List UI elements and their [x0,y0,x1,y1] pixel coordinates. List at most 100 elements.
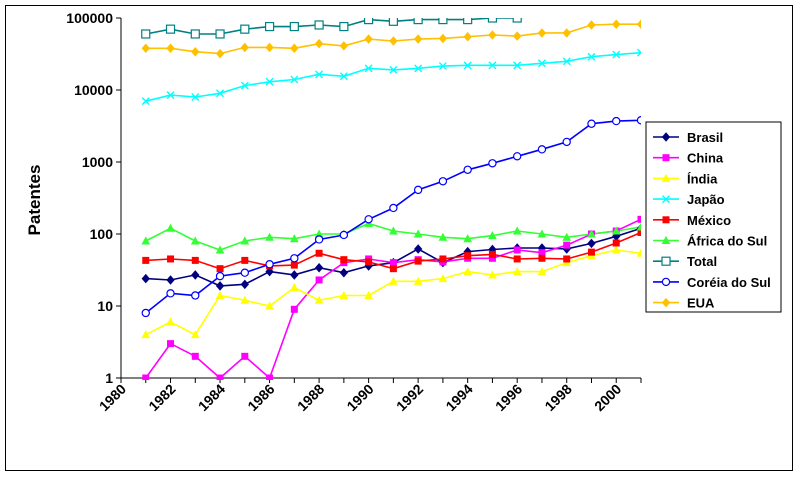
legend-marker-china [662,154,670,162]
legend-label-brasil: Brasil [687,130,723,145]
data-point-coreia-do-sul [512,152,522,161]
data-point-africa-do-sul [141,236,151,245]
data-point-mexico [167,255,175,263]
data-point-coreia-do-sul [265,260,274,269]
data-point-africa-do-sul [636,222,641,231]
data-point-india [364,290,373,299]
x-tick-label: 1994 [442,381,475,414]
legend-label-eua: EUA [687,296,715,311]
data-point-eua [562,28,571,38]
data-point-mexico [538,254,546,262]
data-point-brasil [191,270,200,280]
data-point-india [166,317,175,326]
data-point-china [315,276,323,284]
legend-marker-brasil [661,132,671,142]
data-point-eua [463,31,472,42]
data-point-coreia-do-sul [191,291,200,300]
data-point-japao [265,77,274,86]
data-point-coreia-do-sul [339,230,349,240]
data-point-coreia-do-sul [314,235,324,244]
data-point-eua [240,42,249,53]
data-point-total [141,29,151,39]
data-point-africa-do-sul [537,229,547,238]
data-point-eua [389,36,398,46]
data-point-mexico [637,228,641,236]
data-point-brasil [166,275,175,285]
data-point-eua [191,46,200,57]
data-point-total [512,18,522,23]
data-point-india [190,330,200,339]
data-point-japao [537,59,546,68]
data-point-japao [290,75,299,84]
data-point-brasil [314,262,324,273]
data-point-brasil [141,273,150,284]
data-point-total [487,18,498,23]
data-point-japao [637,48,641,57]
data-point-japao [315,70,324,79]
data-point-japao [513,61,522,70]
data-point-coreia-do-sul [612,116,621,126]
data-point-india [389,276,398,285]
data-point-india [413,276,423,285]
data-point-eua [166,43,175,54]
data-point-coreia-do-sul [488,159,497,168]
y-tick-label: 10000 [74,82,113,98]
y-tick-label: 100 [90,226,114,242]
data-point-africa-do-sul [215,245,225,254]
data-point-total [215,29,225,39]
data-point-mexico [439,255,447,263]
data-point-mexico [587,248,595,256]
data-point-mexico [365,258,373,266]
data-point-eua [636,19,641,29]
data-point-japao [191,92,200,101]
data-point-eua [537,28,547,38]
data-point-total [240,24,250,34]
data-point-japao [339,72,348,81]
data-point-india [636,248,641,257]
data-point-brasil [587,238,596,249]
data-point-india [438,274,448,283]
data-point-mexico [464,252,472,260]
data-point-brasil [339,267,349,278]
data-point-total [314,20,324,30]
data-point-africa-do-sul [438,232,448,241]
data-point-coreia-do-sul [290,254,299,263]
legend-label-japao: Japão [687,192,725,207]
data-point-india [314,295,324,304]
data-point-china [142,374,150,380]
data-point-japao [166,91,175,100]
data-point-total [289,21,299,32]
legend-marker-total [661,256,671,266]
data-point-mexico [612,239,620,247]
x-tick-label: 1984 [195,381,228,414]
data-point-eua [364,34,373,44]
data-point-japao [364,64,373,73]
data-point-japao [587,52,596,61]
data-point-india [339,290,349,299]
data-point-africa-do-sul [463,234,473,243]
data-point-total [413,18,423,25]
legend-label-china: China [687,151,724,166]
data-point-mexico [414,257,422,265]
data-point-china [266,374,274,380]
data-point-mexico [191,256,199,264]
data-point-mexico [340,256,348,264]
data-point-india [240,295,250,304]
data-point-china [389,259,397,267]
data-point-coreia-do-sul [389,203,398,213]
x-tick-label: 1990 [343,381,376,414]
data-point-mexico [563,255,571,263]
data-point-total [190,29,200,39]
data-point-coreia-do-sul [141,308,150,318]
data-point-coreia-do-sul [587,119,596,128]
legend-marker-africa-do-sul [661,235,671,244]
data-point-eua [513,31,522,41]
data-point-japao [612,50,621,59]
legend-label-total: Total [687,254,717,269]
x-tick-label: 1992 [393,381,426,414]
data-point-coreia-do-sul [636,116,641,125]
data-point-japao [414,64,423,73]
data-point-mexico [241,256,249,264]
data-point-mexico [488,250,496,258]
data-point-china [563,241,571,249]
